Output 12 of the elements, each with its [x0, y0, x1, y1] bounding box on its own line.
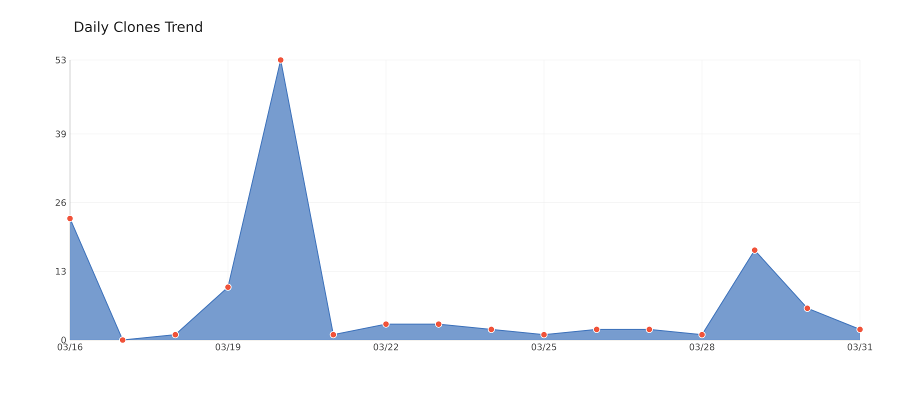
y-tick-label: 53	[56, 56, 66, 64]
x-tick-label: 03/16	[58, 344, 82, 352]
y-tick-label: 26	[56, 199, 66, 206]
x-tick-label: 03/22	[374, 344, 398, 352]
x-tick-label: 03/31	[848, 344, 872, 352]
chart-title: Daily Clones Trend	[74, 21, 202, 35]
y-tick-label: 13	[56, 268, 66, 275]
x-tick-label: 03/19	[216, 344, 240, 352]
y-tick-label: 39	[56, 130, 66, 138]
x-tick-label: 03/25	[532, 344, 556, 352]
y-tick-label: 0	[61, 336, 66, 344]
x-tick-label: 03/28	[690, 344, 714, 352]
